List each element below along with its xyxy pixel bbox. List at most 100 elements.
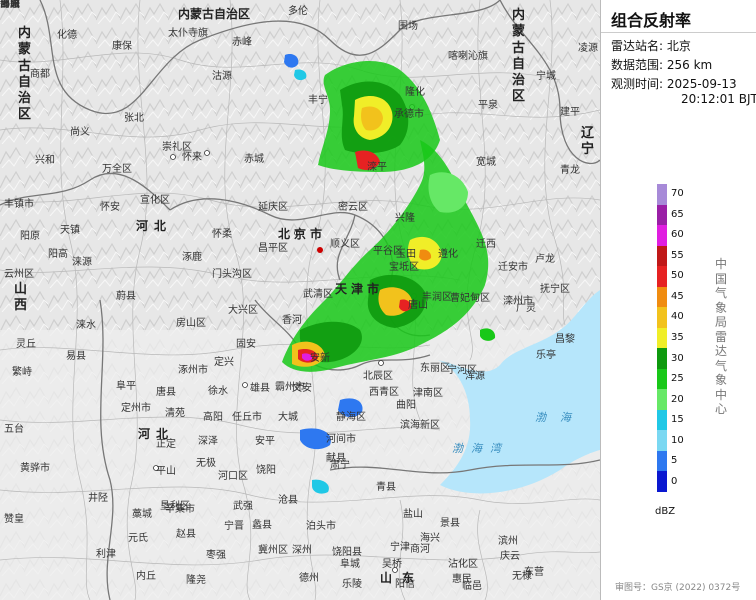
- place-label: 宽城: [476, 157, 496, 168]
- legend-unit: dBZ: [655, 506, 676, 517]
- place-label: 玉田: [396, 249, 416, 260]
- legend-tick-label: 50: [671, 270, 684, 282]
- place-label: 定兴: [214, 357, 234, 368]
- place-label: 蔚县: [116, 291, 136, 302]
- legend-swatch: [657, 266, 667, 288]
- place-label: 阳信: [395, 579, 415, 590]
- place-label: 遵化: [438, 249, 458, 260]
- place-label: 宁津: [390, 542, 410, 553]
- place-label: 雄县: [250, 383, 270, 394]
- place-label: 蠡县: [252, 520, 272, 531]
- place-label: 化德: [57, 30, 77, 41]
- place-label: 泊头市: [306, 521, 336, 532]
- place-label: 武强: [233, 501, 253, 512]
- map-canvas: [0, 0, 600, 600]
- place-label: 北辰区: [363, 371, 393, 382]
- place-label: 赤峰: [232, 37, 252, 48]
- place-label: 涞水: [76, 320, 96, 331]
- place-label: 文安: [292, 383, 312, 394]
- legend-swatch: [657, 286, 667, 308]
- legend-swatch: [657, 204, 667, 226]
- place-label: 围场: [398, 21, 418, 32]
- place-label: 兴和: [35, 155, 55, 166]
- place-label: 吴桥: [382, 559, 402, 570]
- place-label: 饶阳: [256, 465, 276, 476]
- bohai-sea: [438, 290, 600, 494]
- place-label: 建平: [560, 107, 580, 118]
- place-label: 青县: [376, 482, 396, 493]
- legend-tick-label: 0: [671, 475, 678, 487]
- product-title: 组合反射率: [611, 11, 692, 30]
- place-label: 卢龙: [535, 254, 555, 265]
- place-label: 怀来: [182, 152, 202, 163]
- place-label: 静海区: [336, 412, 366, 423]
- legend-swatch: [657, 409, 667, 431]
- place-label: 冀州区: [258, 545, 288, 556]
- place-label: 盐山: [403, 509, 423, 520]
- place-label: 天镇: [60, 225, 80, 236]
- place-label: 涿州市: [178, 365, 208, 376]
- place-label: 曹妃甸区: [450, 293, 490, 304]
- place-label: 海兴: [420, 533, 440, 544]
- legend-tick-label: 35: [671, 332, 684, 343]
- region-label-vertical: 内蒙古自治区: [512, 8, 526, 105]
- map-approval-number: 审图号：GS京 (2022) 0372号: [615, 583, 741, 593]
- legend-tick-label: 45: [671, 290, 684, 302]
- place-label: 涞源: [72, 257, 92, 268]
- place-label: 丰镇市: [4, 199, 34, 210]
- legend-tick-label: 10: [671, 434, 684, 446]
- place-label: 喀喇沁旗: [448, 51, 488, 62]
- place-label: 平谷区: [373, 246, 403, 257]
- place-label: 宁晋: [224, 521, 244, 532]
- place-label: 滨海新区: [400, 420, 440, 431]
- place-label: 博兴: [0, 0, 20, 10]
- legend-swatch: [657, 184, 667, 206]
- place-label: 饶阳县: [332, 547, 362, 558]
- place-label: 云州区: [4, 269, 34, 280]
- place-label: 禹城: [0, 0, 20, 10]
- place-label: 太仆寺旗: [168, 28, 208, 39]
- place-label: 尚义: [70, 127, 90, 138]
- place-label: 昌黎: [555, 334, 575, 345]
- place-label: 安新: [310, 353, 330, 364]
- place-label: 霸州市: [275, 382, 305, 393]
- radar-map[interactable]: 内蒙古自治区 内蒙古自治区 内蒙古自治区 北京市 天津市 河北 河北 山西 山东…: [0, 0, 600, 600]
- region-label: 天津市: [335, 282, 384, 296]
- place-label: 万全区: [102, 164, 132, 175]
- place-label: 惠民: [452, 574, 472, 585]
- place-label: 丰宁: [308, 95, 328, 106]
- range-row: 数据范围: 256 km: [611, 56, 712, 73]
- place-label: 滨州: [498, 536, 518, 547]
- place-label: 浑源: [465, 371, 485, 382]
- legend-swatch: [657, 471, 667, 493]
- place-label: 深州: [292, 545, 312, 556]
- place-label: 西青区: [369, 387, 399, 398]
- panel-divider: [601, 32, 756, 33]
- place-label: 内丘: [136, 571, 156, 582]
- station-value: 北京: [666, 39, 691, 53]
- place-label: 商都: [30, 69, 50, 80]
- place-label: 武清区: [303, 289, 333, 300]
- place-label: 承德市: [394, 109, 424, 120]
- place-label: 阜平: [116, 381, 136, 392]
- region-label: 山东: [380, 571, 425, 585]
- station-row: 雷达站名: 北京: [611, 37, 691, 54]
- legend-swatch: [657, 307, 667, 329]
- place-label: 迁西: [476, 239, 496, 250]
- region-label: 河北: [138, 427, 175, 441]
- legend-tick-label: 60: [671, 229, 684, 241]
- place-label: 宁城: [536, 71, 556, 82]
- place-label: 大城: [278, 412, 298, 423]
- place-label: 河间市: [326, 434, 356, 445]
- place-label: 滦平: [367, 162, 387, 173]
- place-label: 大兴区: [228, 305, 258, 316]
- place-label: 黄骅市: [20, 463, 50, 474]
- legend-swatch: [657, 389, 667, 411]
- legend-swatch: [657, 450, 667, 472]
- region-label-vertical: 山西: [14, 282, 28, 314]
- place-label: 滦州市: [503, 296, 533, 307]
- place-label: 繁峙: [12, 367, 32, 378]
- legend-swatch: [657, 348, 667, 370]
- place-label: 献县: [326, 453, 346, 464]
